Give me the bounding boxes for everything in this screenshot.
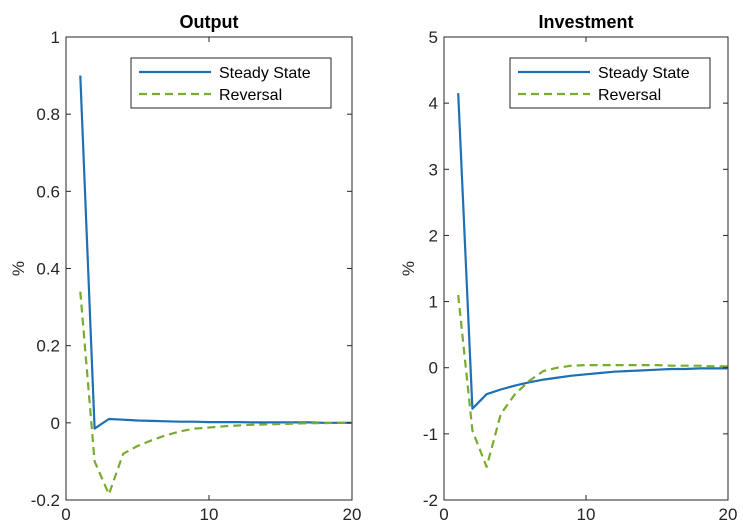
investment-series-steady-state xyxy=(457,93,728,410)
output-x-tick-label: 0 xyxy=(61,505,70,524)
output-y-tick-label: 0.2 xyxy=(36,337,60,356)
output-legend-box xyxy=(130,57,332,109)
output-legend-label-steady-state: Steady State xyxy=(219,65,311,82)
output-y-tick-label: -0.2 xyxy=(31,491,60,510)
investment-ticks: 0 10 20 -2 -1 0 1 2 3 4 5 xyxy=(423,28,738,524)
investment-series-reversal xyxy=(457,294,728,468)
output-y-axis-label: % xyxy=(9,261,28,276)
output-y-tick-label: 1 xyxy=(51,28,60,47)
investment-legend-label-steady-state: Steady State xyxy=(598,65,690,82)
output-title: Output xyxy=(180,12,239,32)
output-y-tick-label: 0.6 xyxy=(36,182,60,201)
investment-y-tick-label: 2 xyxy=(429,226,438,245)
investment-y-tick-label: 4 xyxy=(429,94,438,113)
investment-legend-box xyxy=(509,57,711,109)
output-legend: Steady State Reversal xyxy=(130,57,332,109)
investment-y-axis-label: % xyxy=(399,261,418,276)
output-series-steady-state xyxy=(79,75,352,430)
investment-y-tick-label: 3 xyxy=(429,160,438,179)
investment-x-tick-label: 10 xyxy=(577,505,596,524)
investment-x-tick-label: 20 xyxy=(719,505,738,524)
investment-axes-box xyxy=(443,36,729,501)
investment-panel: 0 10 20 -2 -1 0 1 2 3 4 5 Investment % Steady Stat… xyxy=(399,12,737,524)
output-y-tick-label: 0 xyxy=(51,414,60,433)
investment-legend: Steady State Reversal xyxy=(509,57,711,109)
output-plot-area xyxy=(79,75,352,496)
investment-y-tick-label: -1 xyxy=(423,425,438,444)
investment-y-tick-label: 0 xyxy=(429,359,438,378)
investment-plot-area xyxy=(457,93,728,468)
output-series-reversal xyxy=(79,291,352,496)
output-legend-label-reversal: Reversal xyxy=(219,87,282,104)
output-x-tick-label: 20 xyxy=(343,505,362,524)
investment-y-tick-label: 1 xyxy=(429,293,438,312)
investment-y-tick-label: 5 xyxy=(429,28,438,47)
output-y-tick-label: 0.4 xyxy=(36,260,60,279)
output-ticks: 0 10 20-0.200.20.40.60.81 xyxy=(31,28,362,524)
investment-y-tick-label: -2 xyxy=(423,491,438,510)
investment-legend-label-reversal: Reversal xyxy=(598,87,661,104)
output-x-tick-label: 10 xyxy=(200,505,219,524)
investment-x-tick-label: 0 xyxy=(439,505,448,524)
investment-title: Investment xyxy=(538,12,633,32)
output-y-tick-label: 0.8 xyxy=(36,105,60,124)
output-panel: 0 10 20-0.200.20.40.60.81 Output % Steady … xyxy=(9,12,361,524)
